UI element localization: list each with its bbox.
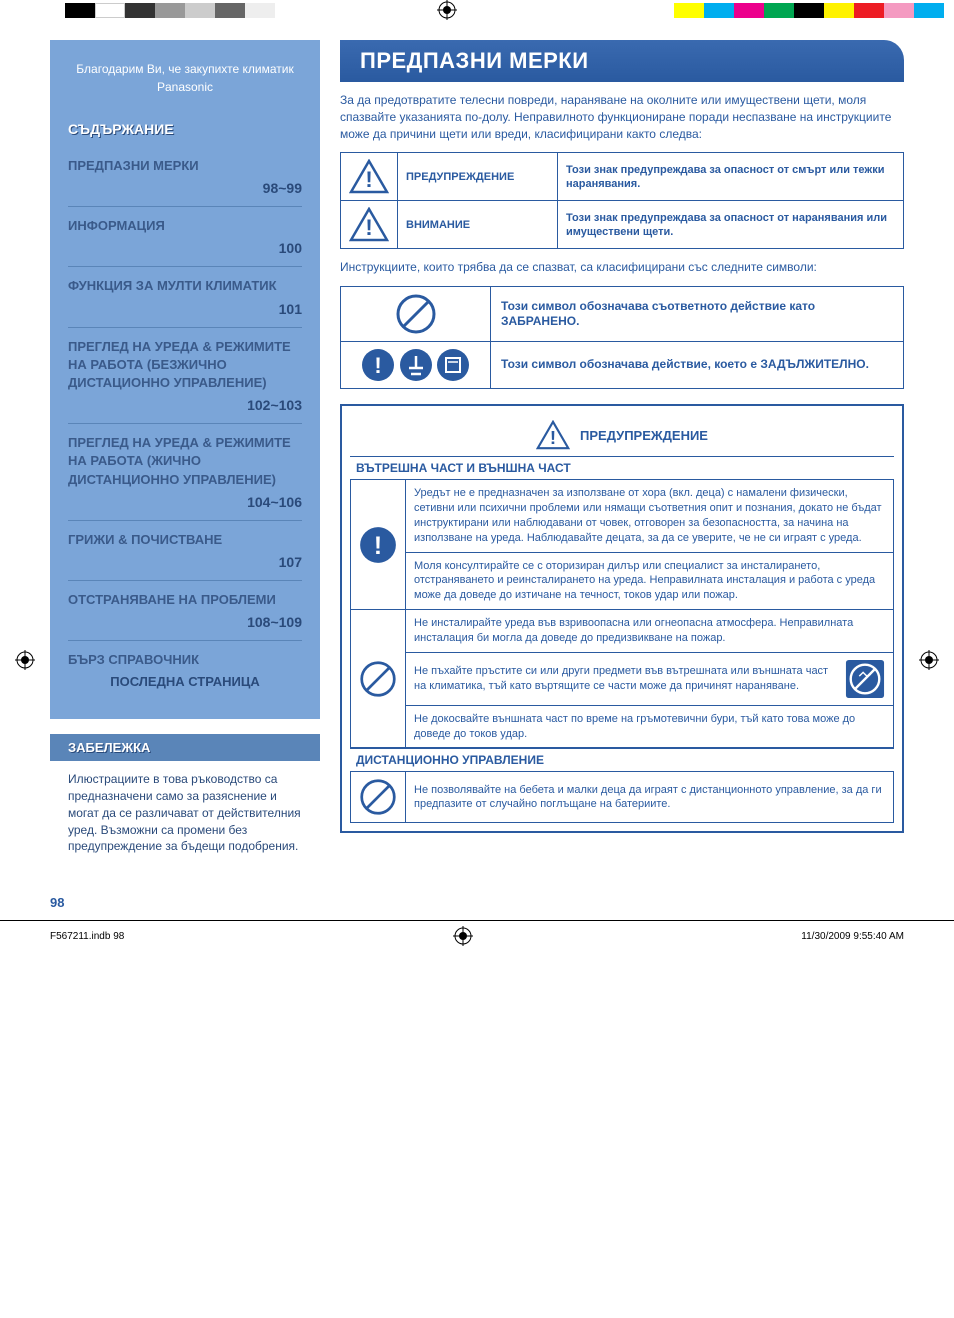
print-marks-top bbox=[0, 0, 954, 20]
toc-item: ПРЕГЛЕД НА УРЕДА & РЕЖИМИТЕ НА РАБОТА (Б… bbox=[68, 328, 302, 425]
must-icon: ! bbox=[351, 480, 406, 610]
toc-item: ПРЕГЛЕД НА УРЕДА & РЕЖИМИТЕ НА РАБОТА (Ж… bbox=[68, 424, 302, 521]
toc-list: ПРЕДПАЗНИ МЕРКИ 98~99 ИНФОРМАЦИЯ 100 ФУНКЦИЯ… bbox=[68, 157, 302, 641]
toc-item-label: ИНФОРМАЦИЯ bbox=[68, 217, 302, 235]
mandatory-desc: Този символ обозначава действие, което е… bbox=[491, 342, 904, 389]
page-number: 98 bbox=[0, 875, 954, 920]
svg-text:!: ! bbox=[550, 427, 556, 448]
sign-caution-desc: Този знак предупреждава за опасност от н… bbox=[558, 201, 904, 249]
svg-text:!: ! bbox=[374, 533, 382, 560]
warning-triangle-icon: ! bbox=[536, 420, 570, 450]
toc-item-label: ПРЕДПАЗНИ МЕРКИ bbox=[68, 157, 302, 175]
warning-triangle-icon: ! bbox=[341, 153, 398, 201]
prohibit-icon bbox=[341, 287, 491, 342]
symbols-table: Този символ обозначава съответното дейст… bbox=[340, 286, 904, 389]
warn-text-1: Уредът не е предназначен за използване о… bbox=[406, 480, 894, 552]
toc-quick-ref-label: БЪРЗ СПРАВОЧНИК bbox=[68, 651, 302, 669]
toc-item-label: ГРИЖИ & ПОЧИСТВАНЕ bbox=[68, 531, 302, 549]
note-header: ЗАБЕЛЕЖКА bbox=[50, 734, 320, 761]
toc-item-page: 107 bbox=[68, 554, 302, 570]
sign-warning-desc: Този знак предупреждава за опасност от с… bbox=[558, 153, 904, 201]
toc-item-page: 100 bbox=[68, 240, 302, 256]
toc-item-page: 104~106 bbox=[68, 494, 302, 510]
toc-item-page: 108~109 bbox=[68, 614, 302, 630]
footer: F567211.indb 98 11/30/2009 9:55:40 AM bbox=[0, 920, 954, 951]
colorbar-left bbox=[65, 3, 275, 18]
warn-table-2: Не позволявайте на бебета и малки деца д… bbox=[350, 771, 894, 823]
section1-title: ВЪТРЕШНА ЧАСТ И ВЪНШНА ЧАСТ bbox=[350, 456, 894, 479]
footer-file: F567211.indb 98 bbox=[50, 931, 124, 942]
toc-item-label: ПРЕГЛЕД НА УРЕДА & РЕЖИМИТЕ НА РАБОТА (Б… bbox=[68, 338, 302, 393]
toc-header: СЪДЪРЖАНИЕ bbox=[68, 121, 302, 137]
warn-text-4: Не пъхайте пръстите си или други предмет… bbox=[414, 664, 837, 694]
warn-row-4: Не пъхайте пръстите си или други предмет… bbox=[406, 652, 894, 705]
toc-item: ИНФОРМАЦИЯ 100 bbox=[68, 207, 302, 267]
registration-mark-right bbox=[919, 650, 939, 670]
toc-item-label: ОТСТРАНЯВАНЕ НА ПРОБЛЕМИ bbox=[68, 591, 302, 609]
warn2-text-1: Не позволявайте на бебета и малки деца д… bbox=[406, 772, 894, 823]
prohibit-desc: Този символ обозначава съответното дейст… bbox=[491, 287, 904, 342]
svg-text:!: ! bbox=[365, 215, 372, 240]
section2-title: ДИСТАНЦИОННО УПРАВЛЕНИЕ bbox=[350, 748, 894, 771]
note-body: Илюстрациите в това ръководство са предн… bbox=[50, 761, 320, 865]
main-content: ПРЕДПАЗНИ МЕРКИ За да предотвратите теле… bbox=[340, 40, 904, 865]
warn-text-3: Не инсталирайте уреда във взривоопасна и… bbox=[406, 610, 894, 653]
page-title: ПРЕДПАЗНИ МЕРКИ bbox=[340, 40, 904, 82]
registration-mark-top bbox=[437, 0, 457, 20]
sign-caution-label: ВНИМАНИЕ bbox=[398, 201, 558, 249]
sidebar-panel: Благодарим Ви, че закупихте климатик Pan… bbox=[50, 40, 320, 719]
warn-text-2: Моля консултирайте се с оторизиран дилър… bbox=[406, 552, 894, 610]
toc-item: ПРЕДПАЗНИ МЕРКИ 98~99 bbox=[68, 157, 302, 207]
warn-table-1: ! Уредът не е предназначен за използване… bbox=[350, 479, 894, 748]
thanks-text: Благодарим Ви, че закупихте климатик Pan… bbox=[68, 60, 302, 96]
registration-mark-left bbox=[15, 650, 35, 670]
signs-table: ! ПРЕДУПРЕЖДЕНИЕ Този знак предупреждава… bbox=[340, 152, 904, 249]
warning-box: ! ПРЕДУПРЕЖДЕНИЕ ВЪТРЕШНА ЧАСТ И ВЪНШНА … bbox=[340, 404, 904, 833]
warning-box-label: ПРЕДУПРЕЖДЕНИЕ bbox=[580, 428, 708, 443]
svg-text:!: ! bbox=[374, 353, 381, 378]
toc-quick-ref: БЪРЗ СПРАВОЧНИК ПОСЛЕДНА СТРАНИЦА bbox=[68, 641, 302, 699]
toc-item-page: 101 bbox=[68, 301, 302, 317]
colorbar-right bbox=[674, 3, 944, 18]
toc-item-page: 98~99 bbox=[68, 180, 302, 196]
warning-box-header: ! ПРЕДУПРЕЖДЕНИЕ bbox=[350, 414, 894, 456]
toc-last-page: ПОСЛЕДНА СТРАНИЦА bbox=[68, 674, 302, 689]
toc-item-label: ФУНКЦИЯ ЗА МУЛТИ КЛИМАТИК bbox=[68, 277, 302, 295]
toc-item: ГРИЖИ & ПОЧИСТВАНЕ 107 bbox=[68, 521, 302, 581]
mandatory-icons: ! bbox=[341, 342, 491, 389]
prohibit-icon bbox=[351, 610, 406, 748]
page-body: Благодарим Ви, че закупихте климатик Pan… bbox=[0, 20, 954, 875]
footer-date: 11/30/2009 9:55:40 AM bbox=[801, 931, 904, 942]
symbols-intro: Инструкциите, които трябва да се спазват… bbox=[340, 259, 904, 276]
toc-item-label: ПРЕГЛЕД НА УРЕДА & РЕЖИМИТЕ НА РАБОТА (Ж… bbox=[68, 434, 302, 489]
toc-item-page: 102~103 bbox=[68, 397, 302, 413]
prohibit-icon bbox=[351, 772, 406, 823]
toc-item: ФУНКЦИЯ ЗА МУЛТИ КЛИМАТИК 101 bbox=[68, 267, 302, 327]
toc-item: ОТСТРАНЯВАНЕ НА ПРОБЛЕМИ 108~109 bbox=[68, 581, 302, 641]
registration-mark-bottom bbox=[453, 926, 473, 946]
warn-text-5: Не докосвайте външната част по време на … bbox=[406, 705, 894, 748]
intro-text: За да предотвратите телесни повреди, нар… bbox=[340, 92, 904, 142]
sign-warning-label: ПРЕДУПРЕЖДЕНИЕ bbox=[398, 153, 558, 201]
caution-triangle-icon: ! bbox=[341, 201, 398, 249]
sidebar: Благодарим Ви, че закупихте климатик Pan… bbox=[50, 40, 320, 865]
svg-text:!: ! bbox=[365, 167, 372, 192]
no-finger-icon bbox=[845, 659, 885, 699]
